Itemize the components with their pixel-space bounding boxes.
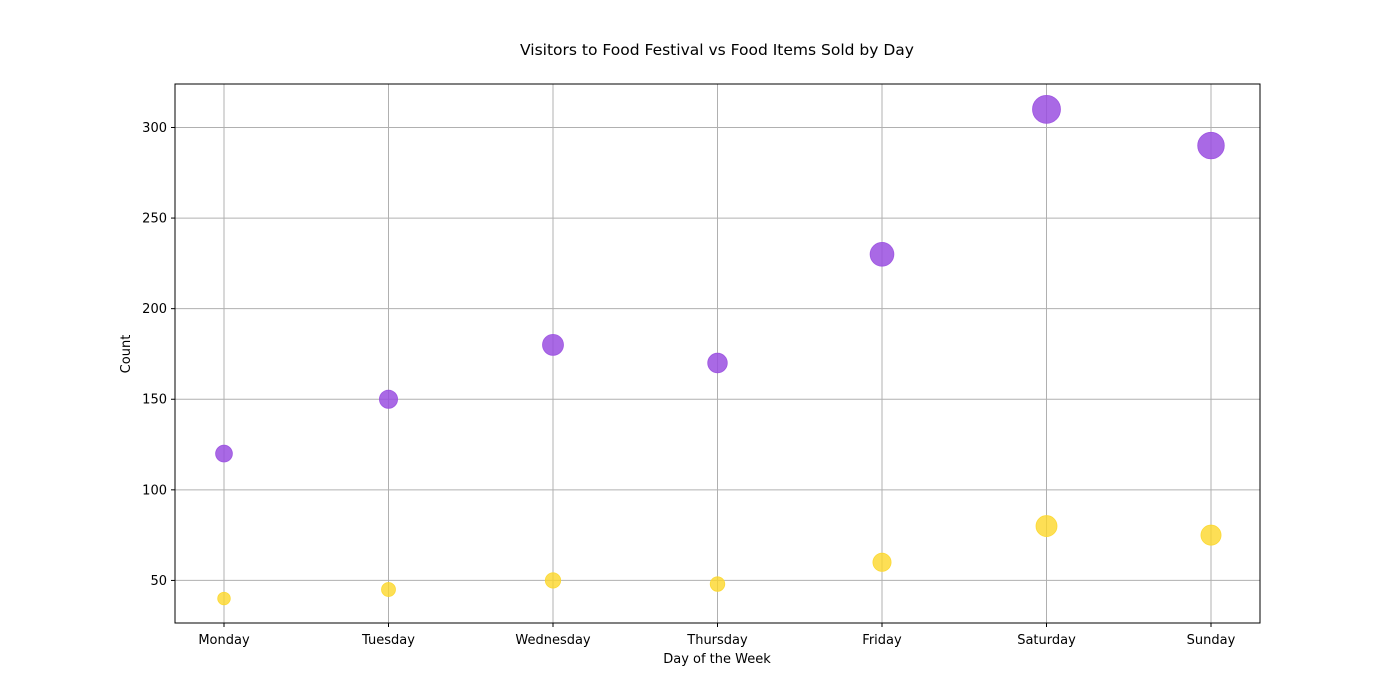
series-0-point [1197, 131, 1225, 160]
x-tick-label: Sunday [1187, 633, 1236, 648]
x-tick-label: Saturday [1017, 633, 1076, 648]
y-tick-label: 150 [142, 393, 167, 408]
x-tick-layer: Monday Tuesday Wednesday Thursday Friday Satu… [198, 623, 1236, 648]
y-tick-label: 100 [142, 483, 167, 498]
x-tick-label: Monday [198, 633, 250, 648]
x-tick-label: Thursday [686, 633, 748, 648]
series-1-point [872, 552, 892, 572]
chart-title: Visitors to Food Festival vs Food Items … [520, 41, 914, 59]
x-axis-label: Day of the Week [663, 652, 771, 667]
y-tick-layer: 50 100 150 200 250 300 [142, 121, 175, 589]
x-tick-label: Tuesday [361, 633, 415, 648]
series-1-point [381, 582, 396, 597]
series-1-point [217, 591, 231, 606]
series-0-point [707, 352, 728, 374]
series-1-point [544, 572, 562, 589]
series-0-point [542, 333, 564, 356]
y-tick-label: 50 [150, 574, 167, 589]
series-1-point [1035, 515, 1058, 537]
series-1-point [1200, 524, 1222, 546]
point-layer [215, 94, 1225, 606]
series-1-point [709, 576, 726, 592]
y-axis-label: Count [119, 335, 134, 374]
series-0-point [1032, 94, 1061, 124]
y-tick-label: 200 [142, 302, 167, 317]
series-0-point [869, 242, 895, 267]
x-tick-label: Wednesday [515, 633, 591, 648]
y-tick-label: 250 [142, 212, 167, 227]
series-0-point [378, 389, 398, 409]
x-tick-label: Friday [862, 633, 902, 648]
y-tick-label: 300 [142, 121, 167, 136]
series-0-point [215, 444, 233, 463]
